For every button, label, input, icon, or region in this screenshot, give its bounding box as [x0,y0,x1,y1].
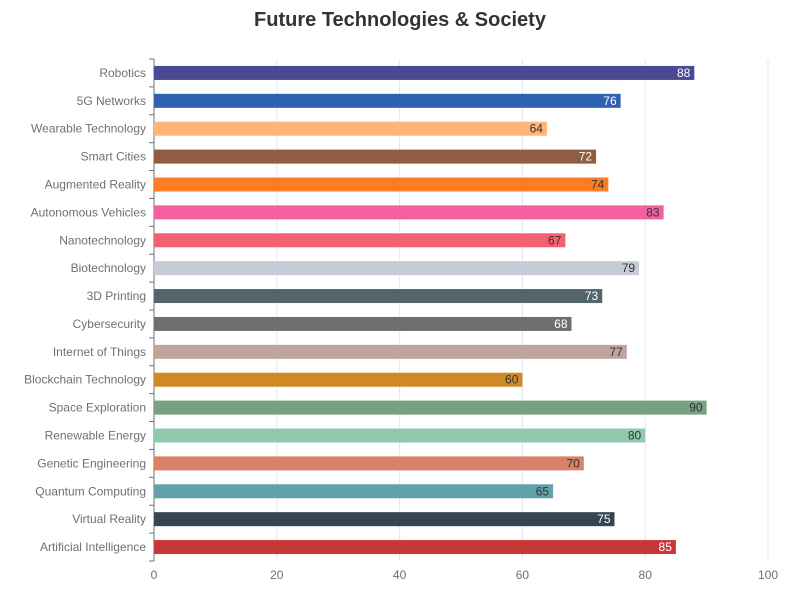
chart-title: Future Technologies & Society [254,9,546,31]
x-tick-label: 60 [516,568,530,582]
bar-cybersecurity [154,316,572,331]
data-label: 68 [554,317,568,331]
category-label: Internet of Things [53,345,146,359]
bar-smart-cities [154,149,597,164]
category-label: Robotics [99,66,146,80]
category-label: 5G Networks [77,94,146,108]
bar-3d-printing [154,289,603,304]
x-tick-label: 80 [639,568,653,582]
category-label: Wearable Technology [31,122,146,136]
data-label: 85 [659,540,673,554]
x-tick-label: 0 [151,568,158,582]
bar-quantum-computing [154,484,554,499]
bar-virtual-reality [154,512,615,527]
data-label: 80 [628,429,642,443]
data-label: 64 [530,122,544,136]
data-label: 67 [548,233,562,247]
bar-autonomous-vehicles [154,205,664,220]
data-label: 72 [579,150,593,164]
bar-genetic-engineering [154,456,584,471]
category-label: Quantum Computing [35,484,146,498]
data-label: 90 [689,401,703,415]
data-label: 74 [591,178,605,192]
category-label: Augmented Reality [45,178,146,192]
bar-renewable-energy [154,428,646,443]
bar-blockchain-technology [154,372,523,387]
data-label: 79 [622,261,636,275]
data-label: 65 [536,484,550,498]
category-label: Space Exploration [49,401,146,415]
bar-space-exploration [154,400,707,415]
bar-robotics [154,65,695,80]
category-label: Genetic Engineering [37,456,146,470]
data-label: 88 [677,66,691,80]
bar-augmented-reality [154,177,609,192]
category-label: Nanotechnology [59,233,146,247]
category-label: Renewable Energy [45,429,146,443]
category-label: Cybersecurity [73,317,146,331]
x-tick-label: 100 [758,568,778,582]
bar-biotechnology [154,261,640,276]
category-label: 3D Printing [87,289,146,303]
category-label: Artificial Intelligence [40,540,146,554]
x-tick-label: 20 [270,568,284,582]
x-tick-label: 40 [393,568,407,582]
category-label: Smart Cities [81,150,146,164]
bar-nanotechnology [154,233,566,248]
category-label: Biotechnology [71,261,146,275]
bar-wearable-technology [154,121,547,136]
data-label: 75 [597,512,611,526]
data-label: 77 [609,345,623,359]
bar-5g-networks [154,93,621,108]
data-label: 83 [646,205,660,219]
category-label: Virtual Reality [72,512,146,526]
category-label: Autonomous Vehicles [31,205,146,219]
bar-internet-of-things [154,344,627,359]
category-label: Blockchain Technology [24,373,146,387]
data-label: 60 [505,373,519,387]
bar-artificial-intelligence [154,540,676,555]
data-label: 73 [585,289,599,303]
data-label: 76 [603,94,617,108]
data-label: 70 [566,456,580,470]
